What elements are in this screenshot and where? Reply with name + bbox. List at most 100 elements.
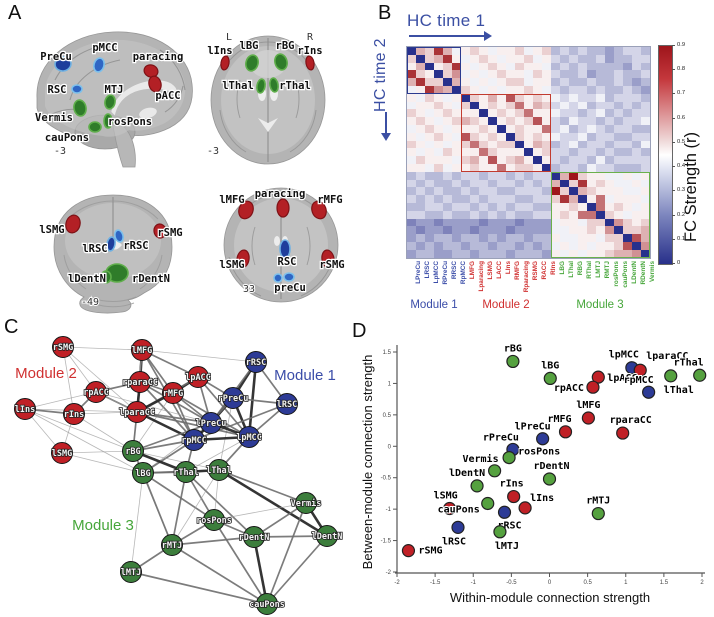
matrix-cell xyxy=(497,62,506,71)
scatter-point-label: lMTJ xyxy=(495,541,519,552)
matrix-cell xyxy=(632,117,641,125)
network-edge xyxy=(218,397,234,471)
matrix-cell xyxy=(425,218,434,227)
matrix-cell xyxy=(641,132,650,141)
matrix-cell xyxy=(407,218,416,227)
network-node-label: cauPons xyxy=(249,600,285,610)
matrix-cell xyxy=(425,226,434,235)
matrix-cell xyxy=(434,124,443,133)
matrix-cell xyxy=(614,210,623,219)
brain-region-label: lBG xyxy=(240,40,259,52)
matrix-cell xyxy=(632,202,641,211)
matrix-cell xyxy=(551,241,560,250)
matrix-cell xyxy=(578,202,587,211)
matrix-cell xyxy=(425,62,434,71)
red-region-blob xyxy=(236,249,250,269)
matrix-cell xyxy=(524,117,533,125)
matrix-cell xyxy=(524,249,533,258)
scatter-point-label: lMFG xyxy=(576,400,600,411)
matrix-cell xyxy=(515,249,524,258)
matrix-cell xyxy=(488,140,497,149)
matrix-cell xyxy=(524,132,533,141)
colorbar-tick-label: 0.1 xyxy=(677,235,686,242)
matrix-cell xyxy=(407,132,416,141)
network-edge xyxy=(253,535,328,538)
matrix-cell xyxy=(452,202,461,211)
matrix-cell xyxy=(578,163,587,172)
red-region-blob xyxy=(148,75,162,93)
green-region-blob xyxy=(73,99,87,117)
matrix-cell xyxy=(542,62,551,71)
matrix-cell xyxy=(533,148,542,157)
matrix-cell xyxy=(596,195,605,203)
matrix-cell xyxy=(605,101,614,110)
matrix-cell xyxy=(623,202,632,211)
network-edge xyxy=(142,472,215,521)
matrix-cell xyxy=(425,156,434,164)
matrix-cell xyxy=(470,163,479,172)
matrix-cell xyxy=(407,179,416,188)
fc-matrix-heatmap xyxy=(406,46,651,259)
network-node-label: rosPons xyxy=(196,516,232,526)
matrix-cell xyxy=(425,210,434,219)
matrix-cell xyxy=(443,140,452,149)
matrix-column-label: LThal xyxy=(560,260,575,306)
brain-region-label: pMCC xyxy=(92,42,117,54)
matrix-cell xyxy=(488,202,497,211)
matrix-cell xyxy=(632,93,641,102)
matrix-cell xyxy=(497,132,506,141)
matrix-cell xyxy=(461,218,470,227)
matrix-cell xyxy=(533,210,542,219)
matrix-cell xyxy=(488,249,497,258)
matrix-cell xyxy=(434,140,443,149)
matrix-cell xyxy=(497,70,506,79)
matrix-cell xyxy=(461,93,470,102)
matrix-cell xyxy=(479,171,488,180)
matrix-cell xyxy=(443,54,452,63)
matrix-cell xyxy=(443,156,452,164)
matrix-cell xyxy=(641,47,650,55)
matrix-cell xyxy=(515,140,524,149)
matrix-cell xyxy=(434,54,443,63)
matrix-cell xyxy=(641,202,650,211)
matrix-cell xyxy=(443,249,452,258)
matrix-cell xyxy=(506,140,515,149)
matrix-cell xyxy=(587,70,596,79)
matrix-cell xyxy=(479,85,488,94)
matrix-cell xyxy=(614,249,623,258)
matrix-cell xyxy=(632,132,641,141)
network-edge xyxy=(252,536,269,605)
network-node-label: lMFG xyxy=(132,346,152,356)
matrix-cell xyxy=(488,132,497,141)
panel-b-letter: B xyxy=(378,2,392,24)
matrix-cell xyxy=(605,117,614,125)
matrix-cell xyxy=(479,148,488,157)
matrix-cell xyxy=(452,148,461,157)
matrix-cell xyxy=(407,156,416,164)
matrix-cell xyxy=(443,179,452,188)
matrix-cell xyxy=(425,124,434,133)
matrix-cell xyxy=(461,202,470,211)
matrix-cell xyxy=(461,62,470,71)
matrix-cell xyxy=(596,249,605,258)
matrix-column-label: Vermis xyxy=(641,260,656,306)
matrix-cell xyxy=(434,93,443,102)
hc-time-2-label: HC time 2 xyxy=(372,38,389,112)
matrix-cell xyxy=(443,78,452,86)
network-node-label: lpACC xyxy=(185,373,211,383)
matrix-cell xyxy=(497,101,506,110)
matrix-cell xyxy=(542,124,551,133)
network-edge xyxy=(61,452,144,474)
matrix-cell xyxy=(434,156,443,164)
matrix-cell xyxy=(416,109,425,118)
matrix-cell xyxy=(614,109,623,118)
matrix-cell xyxy=(434,70,443,79)
network-edge xyxy=(130,571,268,605)
matrix-cell xyxy=(569,195,578,203)
matrix-cell xyxy=(497,124,506,133)
matrix-cell xyxy=(560,62,569,71)
matrix-cell xyxy=(623,218,632,227)
green-region-blob xyxy=(245,54,259,72)
